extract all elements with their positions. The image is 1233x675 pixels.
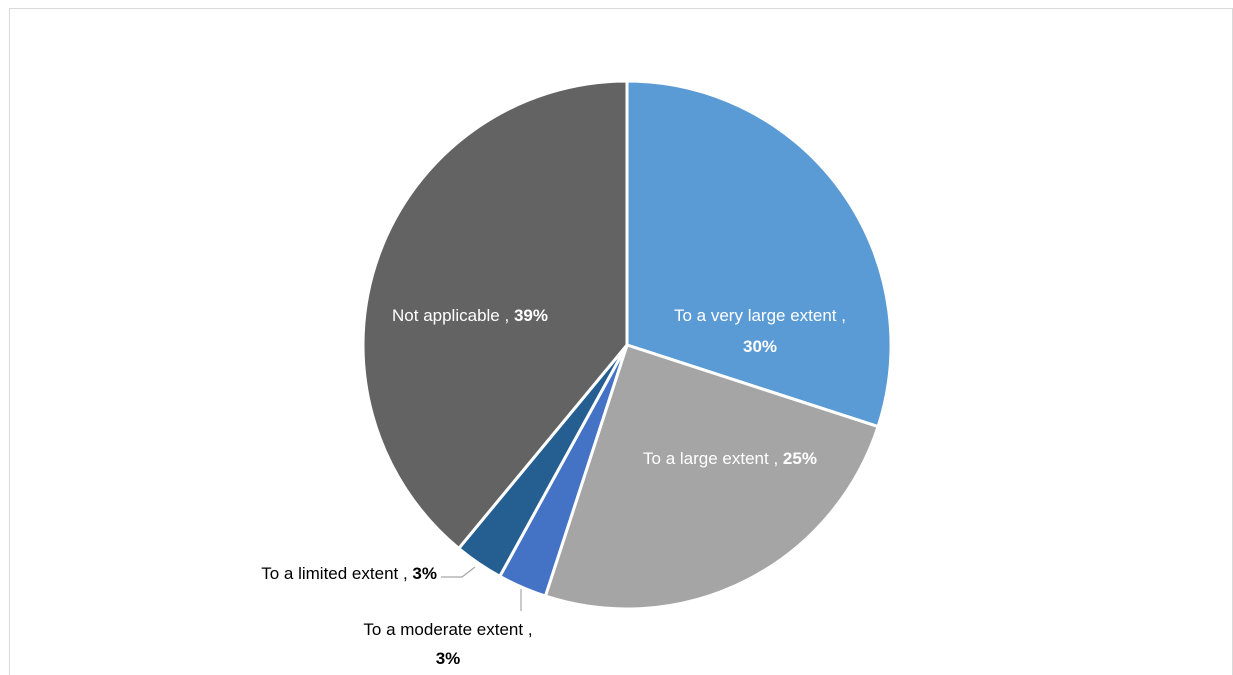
data-label-value: 39% <box>514 306 548 325</box>
data-label-value: 30% <box>743 337 777 356</box>
data-label-value: 3% <box>436 649 461 668</box>
pie-slice-4 <box>361 79 629 550</box>
data-label-value: 25% <box>783 449 817 468</box>
pie-slice-0 <box>625 79 893 429</box>
data-label-very-large: To a very large extent , <box>674 306 846 325</box>
leader-line-limited <box>441 566 476 578</box>
data-label-limited: To a limited extent , 3% <box>261 564 437 583</box>
data-label-moderate: To a moderate extent , <box>363 620 532 639</box>
data-label-text: To a limited extent <box>261 564 398 583</box>
data-label-large: To a large extent , 25% <box>643 449 817 468</box>
data-label-text: Not applicable <box>392 306 500 325</box>
leader-lines <box>441 566 522 611</box>
pie-slice-1 <box>543 343 880 611</box>
data-label-text: To a moderate extent <box>363 620 523 639</box>
data-label-value: 3% <box>412 564 437 583</box>
pie-slices <box>361 79 893 611</box>
data-label-not-applicable: Not applicable , 39% <box>392 306 548 325</box>
data-label-text: To a large extent <box>643 449 769 468</box>
data-label-text: To a very large extent <box>674 306 837 325</box>
